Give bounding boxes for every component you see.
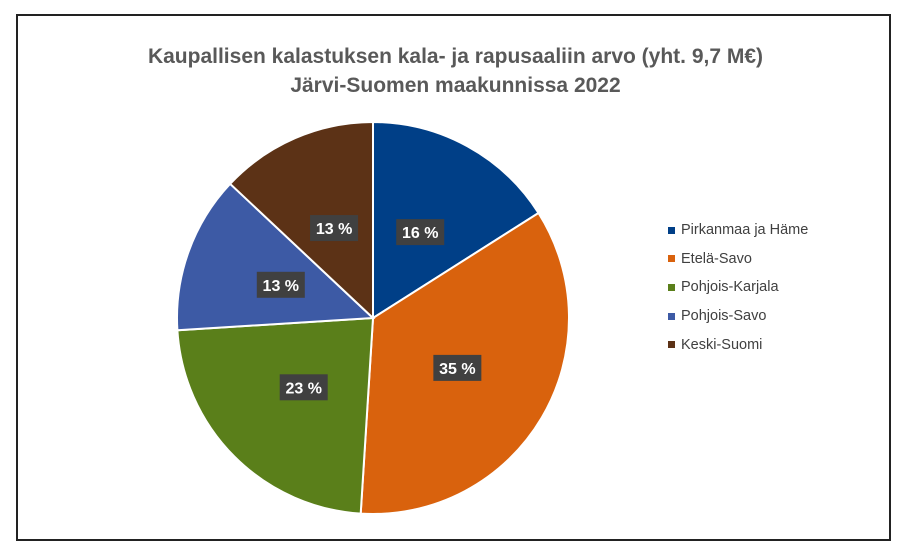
chart-title-line-1: Kaupallisen kalastuksen kala- ja rapusaa… — [147, 45, 764, 68]
legend-label: Etelä-Savo — [681, 250, 752, 267]
pie-slice-pohjois-savo — [176, 182, 376, 332]
data-label-text: 13 % — [263, 278, 299, 295]
data-label-box — [310, 215, 359, 242]
legend-item-keski-suomi: Keski-Suomi — [668, 330, 808, 359]
chart-legend: Pirkanmaa ja Häme Etelä-Savo Pohjois-Karja… — [668, 216, 808, 359]
data-label-pirkanmaa-ja-hame: 16 % — [396, 219, 445, 246]
data-label-text: 13 % — [316, 221, 352, 238]
legend-item-pohjois-savo: Pohjois-Savo — [668, 302, 808, 331]
data-label-box — [396, 219, 445, 246]
chart-title-line-2: Järvi-Suomen maakunnissa 2022 — [290, 74, 621, 97]
legend-label: Pirkanmaa ja Häme — [681, 222, 809, 239]
legend-label: Keski-Suomi — [681, 336, 763, 353]
chart-frame: Kaupallisen kalastuksen kala- ja rapusaa… — [16, 14, 891, 541]
pie-slice-pohjois-karjala — [176, 316, 375, 515]
data-label-etela-savo: 35 % — [433, 354, 482, 381]
pie-chart: 16 % 35 % 23 % 13 % 13 % — [176, 120, 570, 515]
data-label-text: 35 % — [439, 361, 475, 378]
data-label-pohjois-karjala: 23 % — [279, 374, 328, 401]
legend-item-etela-savo: Etelä-Savo — [668, 245, 808, 274]
data-label-box — [433, 354, 482, 381]
data-label-pohjois-savo: 13 % — [256, 271, 305, 298]
legend-swatch — [668, 226, 675, 234]
legend-item-pohjois-karjala: Pohjois-Karjala — [668, 273, 808, 302]
legend-label: Pohjois-Karjala — [681, 279, 779, 296]
chart-title: Kaupallisen kalastuksen kala- ja rapusaa… — [18, 42, 893, 100]
legend-swatch — [668, 341, 675, 349]
pie-slice-keski-suomi — [228, 120, 374, 321]
data-label-keski-suomi: 13 % — [310, 215, 359, 242]
legend-label: Pohjois-Savo — [681, 308, 767, 325]
legend-swatch — [668, 255, 675, 263]
data-label-box — [256, 271, 305, 298]
data-label-text: 16 % — [402, 225, 438, 242]
legend-swatch — [668, 312, 675, 320]
legend-item-pirkanmaa-ja-hame: Pirkanmaa ja Häme — [668, 216, 808, 245]
legend-swatch — [668, 283, 675, 291]
pie-slice-pirkanmaa-ja-hame — [372, 120, 540, 320]
data-label-text: 23 % — [285, 380, 321, 397]
data-label-box — [279, 374, 328, 401]
